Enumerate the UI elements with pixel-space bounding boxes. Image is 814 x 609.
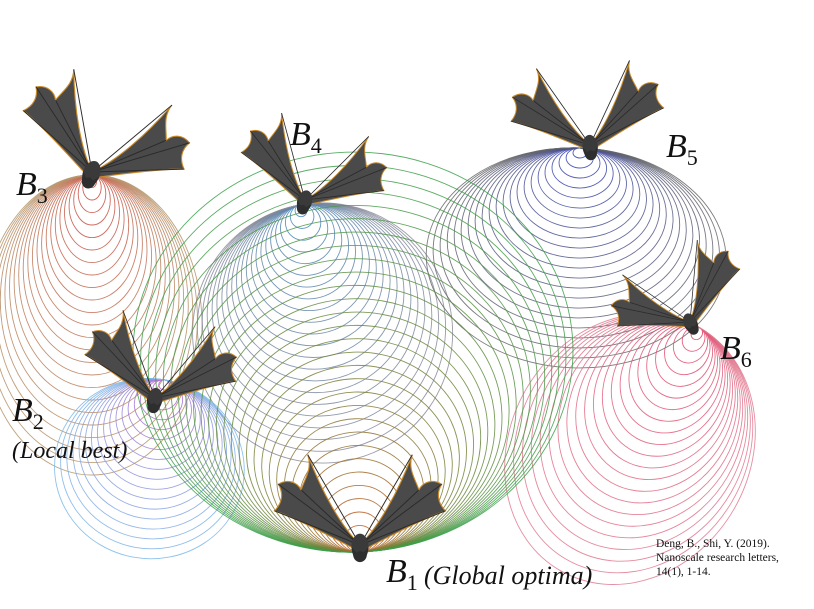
rings-b3-ring xyxy=(31,174,153,339)
bat-b1 xyxy=(273,454,447,563)
rings-b3-ring xyxy=(41,174,143,314)
bat-b5 xyxy=(510,60,665,161)
bat-b4 xyxy=(240,112,388,215)
rings-b6-ring xyxy=(504,313,756,585)
citation-line-3: 14(1), 1-14. xyxy=(656,566,711,578)
bat-b4-wing-right-ribs xyxy=(304,136,387,201)
bat-b5-wing-left-ribs xyxy=(511,68,591,146)
label-b1: B1 xyxy=(386,553,418,595)
bat-b2-head xyxy=(147,398,163,414)
rings-b5-ring xyxy=(516,147,641,239)
bat-b6-wing-left-ribs xyxy=(611,274,691,327)
bat-b2-wing-left-ribs xyxy=(84,310,156,399)
bat-b4-head xyxy=(296,199,312,215)
bat-b3-wing-left xyxy=(22,69,93,175)
bat-b3-wing-right-ribs xyxy=(91,104,190,173)
rings-b3-ring xyxy=(50,174,134,289)
label-b1-note: (Global optima) xyxy=(424,561,593,590)
label-b3: B3 xyxy=(16,166,48,208)
citation-line-2: Nanoscale research letters, xyxy=(656,552,779,564)
bat-b3 xyxy=(22,69,191,189)
bat-b5-wing-right-ribs xyxy=(589,60,664,146)
bat-b2 xyxy=(84,310,238,414)
bat-b3-wing-left-ribs xyxy=(23,69,93,173)
bat-b4-wing-left-ribs xyxy=(241,112,306,201)
rings-b2-ring xyxy=(54,377,245,560)
citation: Deng, B., Shi, Y. (2019). Nanoscale rese… xyxy=(656,537,808,579)
label-b5: B5 xyxy=(666,128,698,170)
bat-b2-wing-right-ribs xyxy=(154,326,237,399)
bat-b6-wing-right-ribs xyxy=(689,239,741,323)
rings-b6 xyxy=(504,313,756,585)
bat-b3-head xyxy=(81,170,100,189)
rings-b3-ring xyxy=(4,174,180,414)
label-b2: B2 xyxy=(12,392,44,434)
bat-b1-wing-left-ribs xyxy=(274,454,361,546)
label-b2-note: (Local best) xyxy=(12,438,128,464)
label-b6: B6 xyxy=(720,330,752,372)
rings-b5 xyxy=(425,147,727,369)
label-b4: B4 xyxy=(290,116,322,158)
bat-b6-head xyxy=(684,320,699,335)
bats-layer xyxy=(22,60,741,563)
bat-b5-head xyxy=(582,146,598,161)
bat-b6 xyxy=(610,239,741,335)
bat-b1-head xyxy=(351,546,369,563)
rings-b1-ring xyxy=(200,271,510,553)
citation-line-1: Deng, B., Shi, Y. (2019). xyxy=(656,538,770,550)
bat-b1-wing-right-ribs xyxy=(359,454,446,546)
rings-b3-ring xyxy=(59,174,125,264)
